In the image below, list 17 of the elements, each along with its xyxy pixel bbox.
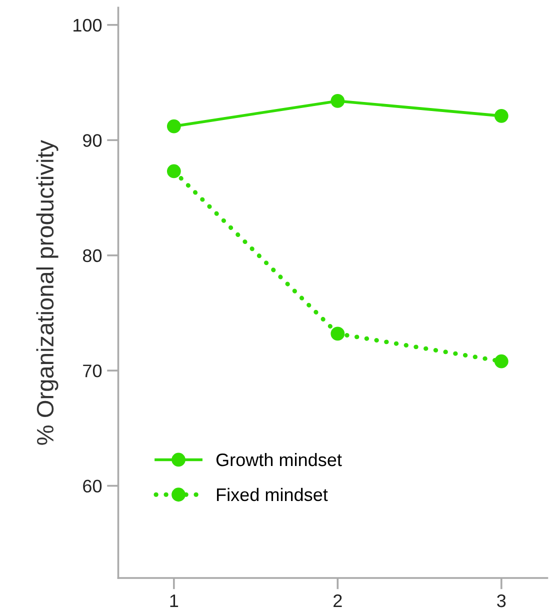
point [166, 119, 181, 134]
point [494, 108, 508, 123]
x-tick-label: 1 [170, 594, 178, 608]
legend-label: Fixed mindset [217, 488, 328, 502]
y-tick-label: 60 [83, 480, 102, 493]
y-tick-label: 100 [74, 18, 102, 32]
point [494, 354, 508, 368]
x-tick-label: 2 [334, 594, 342, 608]
x-tick-label: 3 [497, 594, 506, 608]
point [330, 326, 345, 341]
point [166, 164, 181, 178]
legend-label: Growth mindset [216, 452, 342, 466]
y-axis-title: % Organizational productivity [36, 140, 58, 445]
y-tick-label: 90 [83, 134, 102, 147]
y-tick-label: 70 [83, 364, 102, 378]
point [330, 94, 345, 108]
y-tick-label: 80 [82, 249, 102, 262]
